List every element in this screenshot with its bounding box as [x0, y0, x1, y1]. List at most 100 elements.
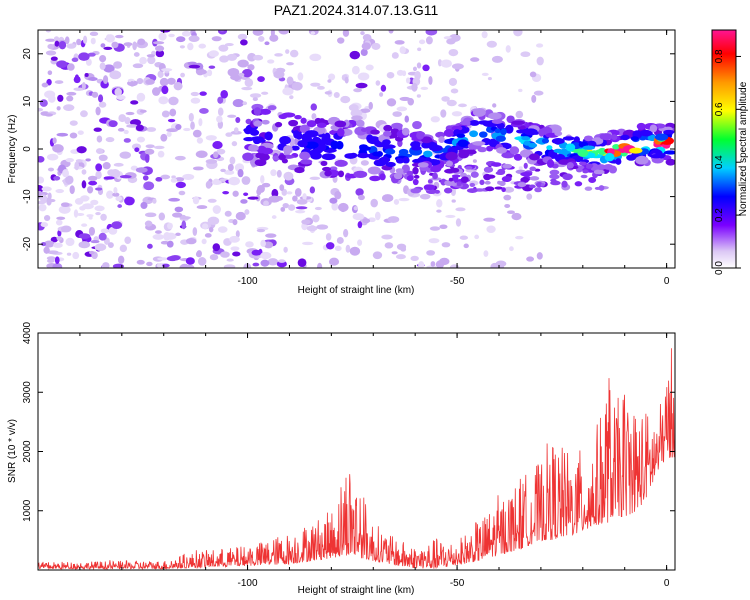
- heatmap-cell: [292, 195, 298, 202]
- spectrogram-y-label: Frequency (Hz): [7, 115, 18, 184]
- heatmap-cell: [181, 30, 191, 37]
- heatmap-cell: [488, 112, 502, 120]
- heatmap-cell: [394, 40, 405, 45]
- heatmap-cell: [528, 153, 541, 161]
- heatmap-cell: [584, 186, 593, 191]
- heatmap-cell: [86, 214, 94, 218]
- heatmap-cell: [435, 131, 446, 138]
- heatmap-cell: [173, 82, 183, 91]
- heatmap-cell: [69, 132, 78, 139]
- heatmap-cell: [66, 43, 77, 49]
- heatmap-cell: [166, 222, 173, 230]
- heatmap-cell: [300, 159, 313, 165]
- heatmap-cell: [395, 254, 406, 260]
- heatmap-cell: [286, 191, 293, 195]
- heatmap-cell: [161, 110, 170, 118]
- heatmap-cell: [458, 103, 467, 108]
- heatmap-cell: [324, 91, 332, 95]
- heatmap-cell: [126, 124, 139, 128]
- spectrogram-x-label: Height of straight line (km): [298, 285, 415, 296]
- heatmap-cell: [429, 226, 441, 231]
- y-tick-label: 4000: [22, 321, 33, 344]
- heatmap-cell: [134, 147, 140, 153]
- heatmap-cell: [233, 127, 239, 134]
- heatmap-cell: [443, 129, 455, 137]
- heatmap-cell: [136, 259, 145, 265]
- heatmap-cell: [289, 49, 299, 58]
- heatmap-cell: [481, 31, 488, 39]
- heatmap-cell: [383, 124, 393, 132]
- heatmap-cell: [469, 182, 476, 188]
- heatmap-cell: [174, 206, 184, 213]
- heatmap-cell: [483, 250, 489, 257]
- heatmap-cell: [395, 168, 404, 174]
- heatmap-cell: [180, 72, 185, 78]
- heatmap-cell: [436, 209, 442, 213]
- heatmap-cell: [187, 61, 197, 66]
- heatmap-cell: [490, 162, 502, 167]
- heatmap-cell: [38, 156, 45, 163]
- heatmap-cell: [166, 77, 176, 85]
- heatmap-cell: [52, 263, 63, 268]
- heatmap-cell: [484, 180, 491, 185]
- heatmap-cell: [654, 133, 669, 141]
- heatmap-cell: [269, 34, 279, 42]
- heatmap-cell: [181, 220, 187, 230]
- snr-x-axis: -100 -50 0: [79, 333, 670, 589]
- heatmap-cell: [112, 192, 120, 197]
- heatmap-cell: [90, 199, 99, 206]
- heatmap-cell: [179, 45, 185, 49]
- heatmap-cell: [383, 130, 392, 137]
- heatmap-cell: [460, 176, 469, 183]
- heatmap-cell: [174, 155, 186, 161]
- heatmap-cell: [50, 236, 58, 243]
- heatmap-cell: [129, 81, 135, 87]
- heatmap-cell: [166, 131, 172, 137]
- heatmap-cell: [226, 258, 234, 262]
- heatmap-cell: [279, 136, 291, 145]
- heatmap-cell: [330, 140, 339, 150]
- heatmap-cell: [386, 98, 397, 107]
- heatmap-cell: [143, 181, 155, 191]
- heatmap-cell: [401, 127, 410, 136]
- heatmap-cell: [113, 162, 124, 167]
- heatmap-cell: [56, 60, 68, 68]
- heatmap-cell: [376, 151, 383, 158]
- heatmap-cell: [550, 180, 561, 186]
- heatmap-cell: [106, 190, 114, 199]
- heatmap-cell: [440, 59, 452, 68]
- heatmap-cell: [244, 209, 250, 215]
- heatmap-cell: [195, 251, 202, 258]
- heatmap-cell: [316, 224, 329, 230]
- heatmap-cell: [261, 119, 270, 125]
- heatmap-cell: [344, 153, 357, 159]
- spectrogram-x-axis: -100 -50 0: [79, 30, 670, 287]
- heatmap-cell: [160, 240, 169, 245]
- heatmap-cell: [114, 87, 122, 97]
- heatmap-cell: [188, 35, 200, 43]
- heatmap-cell: [664, 150, 675, 155]
- heatmap-cell: [139, 109, 147, 113]
- heatmap-cell: [190, 121, 195, 130]
- heatmap-cell: [216, 115, 223, 123]
- heatmap-cell: [410, 255, 419, 262]
- heatmap-cell: [549, 169, 560, 176]
- heatmap-cell: [69, 120, 78, 126]
- heatmap-cell: [116, 95, 126, 100]
- heatmap-cell: [458, 151, 470, 159]
- heatmap-cell: [304, 141, 319, 149]
- heatmap-cell: [405, 77, 411, 84]
- heatmap-cell: [199, 91, 207, 96]
- heatmap-cell: [261, 147, 273, 155]
- heatmap-cell: [145, 78, 155, 85]
- heatmap-cell: [207, 216, 220, 225]
- heatmap-cell: [124, 236, 132, 245]
- heatmap-cell: [196, 69, 207, 75]
- heatmap-cell: [282, 87, 294, 96]
- heatmap-cell: [95, 187, 103, 191]
- heatmap-cell: [271, 188, 279, 198]
- heatmap-cell: [161, 68, 173, 72]
- heatmap-cell: [192, 196, 200, 205]
- heatmap-cell: [420, 136, 433, 144]
- heatmap-cell: [291, 81, 303, 91]
